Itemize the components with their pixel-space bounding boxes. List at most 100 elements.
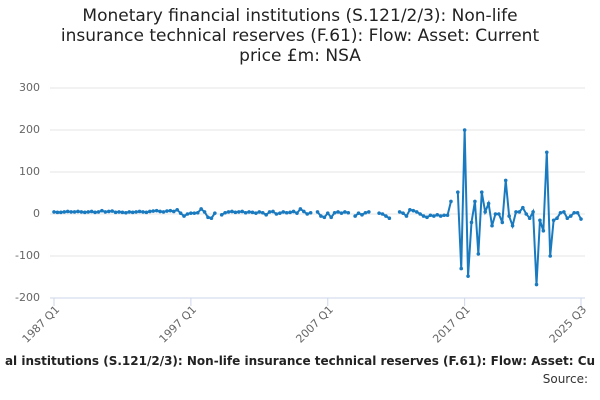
point	[79, 210, 84, 214]
point	[462, 128, 467, 132]
point	[483, 210, 487, 214]
point	[541, 229, 546, 233]
point	[315, 210, 320, 214]
point	[55, 210, 60, 215]
point	[189, 211, 193, 215]
point	[308, 210, 313, 215]
point	[353, 214, 357, 218]
point	[161, 210, 166, 214]
point	[298, 207, 303, 211]
point	[551, 218, 556, 223]
point	[59, 210, 63, 215]
point	[284, 210, 289, 215]
point	[456, 190, 460, 194]
point	[544, 150, 549, 155]
point	[148, 209, 152, 214]
point	[360, 213, 364, 217]
point	[226, 210, 231, 214]
point	[346, 210, 351, 215]
point	[219, 213, 224, 217]
point	[363, 210, 368, 215]
point	[168, 208, 173, 213]
point	[404, 214, 409, 218]
point	[367, 210, 371, 214]
point	[507, 214, 511, 218]
point	[151, 209, 156, 213]
point	[291, 209, 296, 214]
point	[432, 214, 436, 218]
point	[288, 210, 292, 215]
point	[236, 210, 241, 214]
point	[52, 210, 56, 214]
point	[565, 216, 570, 220]
point	[206, 215, 210, 220]
point	[192, 211, 197, 215]
y-tick-label: 200	[19, 123, 40, 136]
point	[558, 210, 563, 215]
point	[466, 274, 470, 278]
point	[185, 212, 190, 216]
point	[339, 211, 344, 215]
point	[469, 220, 474, 225]
point	[257, 210, 262, 214]
point	[278, 211, 282, 215]
point	[130, 210, 135, 215]
point	[568, 214, 573, 218]
point	[165, 209, 169, 213]
point	[521, 205, 525, 210]
point	[322, 215, 327, 220]
point	[503, 178, 508, 183]
point	[572, 210, 576, 215]
chart-title: Monetary financial institutions (S.121/2…	[60, 6, 540, 66]
point	[86, 210, 91, 214]
point	[250, 210, 255, 215]
point	[158, 209, 162, 214]
point	[233, 210, 238, 215]
point	[486, 201, 491, 206]
point	[264, 213, 268, 217]
point	[127, 210, 132, 214]
point	[96, 210, 101, 214]
point	[305, 212, 310, 216]
point	[538, 218, 542, 223]
point	[93, 210, 97, 215]
point	[497, 212, 501, 216]
point	[514, 210, 518, 214]
point	[490, 223, 494, 228]
point	[89, 209, 94, 214]
x-tick-label: 1997 Q1	[157, 303, 200, 346]
point	[260, 210, 265, 215]
point	[408, 208, 412, 212]
caption: al institutions (S.121/2/3): Non-life in…	[4, 354, 596, 368]
point	[442, 213, 446, 218]
x-tick-label: 2007 Q1	[293, 303, 336, 346]
point	[435, 213, 440, 217]
x-tick-label: 2025 Q3	[547, 303, 590, 346]
y-tick-label: 100	[19, 165, 40, 178]
point	[449, 199, 453, 204]
point	[281, 210, 286, 214]
point	[254, 211, 258, 215]
point	[319, 214, 323, 218]
point	[62, 210, 67, 214]
point	[380, 212, 385, 216]
point	[178, 211, 183, 215]
point	[209, 216, 214, 220]
point	[325, 211, 330, 215]
point	[134, 210, 138, 214]
point	[445, 213, 450, 218]
y-tick-label: 300	[19, 81, 40, 94]
point	[113, 210, 118, 215]
point	[411, 208, 416, 213]
line	[53, 129, 582, 285]
point	[82, 210, 87, 215]
point	[195, 210, 200, 215]
point	[199, 207, 203, 211]
point	[534, 282, 539, 287]
point	[110, 209, 114, 213]
point	[144, 210, 149, 215]
point	[124, 210, 128, 215]
y-tick-label: -100	[15, 249, 40, 262]
point	[243, 210, 248, 215]
